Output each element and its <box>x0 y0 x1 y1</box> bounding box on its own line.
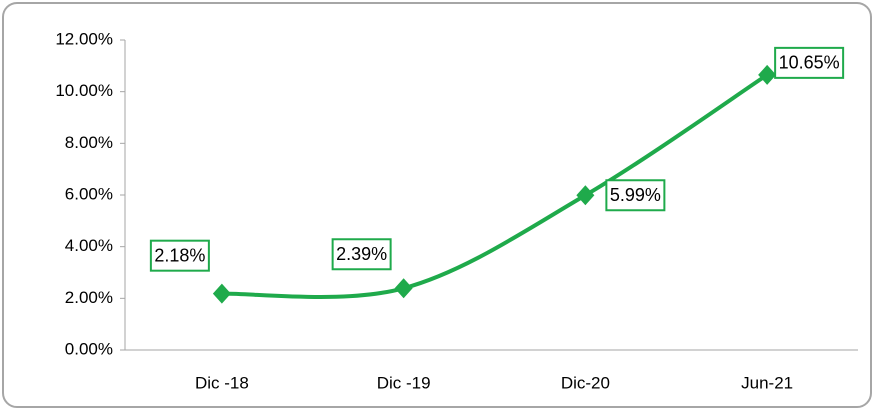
x-tick-label: Dic -18 <box>195 373 249 392</box>
value-label-box <box>605 179 666 212</box>
y-tick-label: 0.00% <box>65 339 113 358</box>
value-label: 10.65% <box>779 53 840 73</box>
value-label: 2.39% <box>336 244 387 264</box>
y-tick-label: 12.00% <box>55 29 113 48</box>
value-label-box <box>331 238 392 271</box>
y-tick-label: 4.00% <box>65 236 113 255</box>
y-tick-label: 2.00% <box>65 288 113 307</box>
value-label-box <box>149 239 210 272</box>
x-tick-label: Dic -19 <box>377 373 431 392</box>
x-tick-label: Jun-21 <box>741 373 793 392</box>
y-tick-label: 8.00% <box>65 133 113 152</box>
marker <box>758 64 777 85</box>
chart-border <box>2 2 872 408</box>
value-label: 2.18% <box>154 245 205 265</box>
value-label-box <box>774 46 845 79</box>
value-label: 5.99% <box>610 185 661 205</box>
y-tick-label: 6.00% <box>65 184 113 203</box>
x-tick-label: Dic-20 <box>561 373 610 392</box>
marker <box>212 283 231 304</box>
y-tick-label: 10.00% <box>55 81 113 100</box>
marker <box>394 278 413 299</box>
marker <box>576 185 595 206</box>
series-line <box>221 73 769 299</box>
